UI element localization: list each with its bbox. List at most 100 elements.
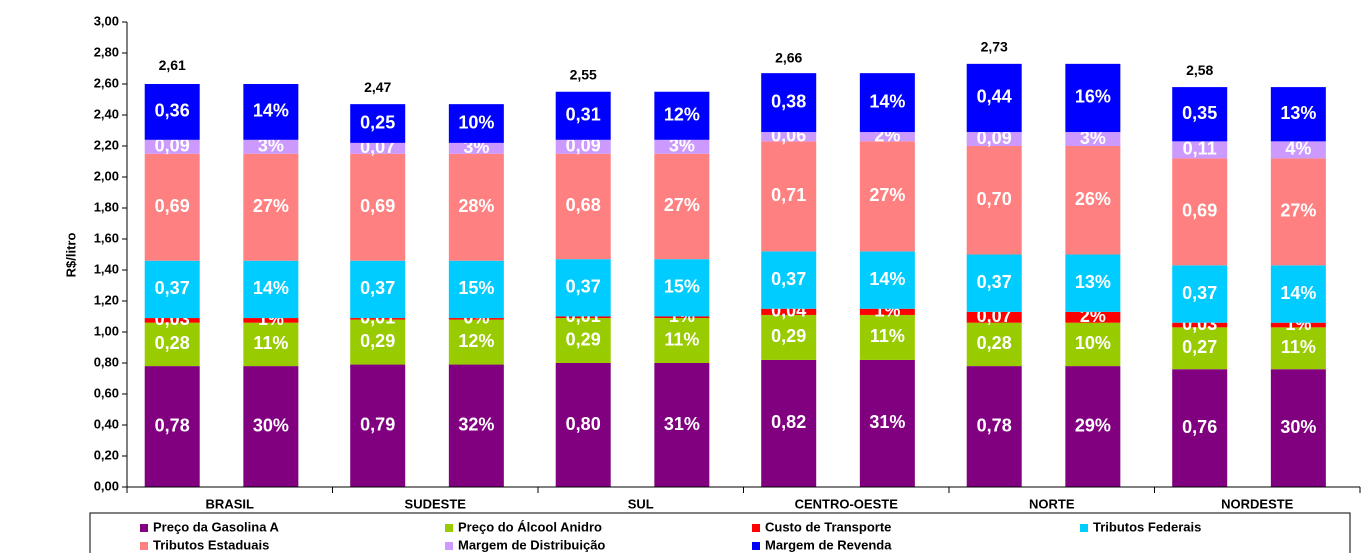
y-tick-label: 0,60: [94, 385, 119, 400]
bar-segment: [350, 153, 406, 261]
share-bar-segment: [1270, 158, 1326, 266]
x-tick-label: BRASIL: [206, 496, 254, 511]
share-label: 10%: [1075, 333, 1111, 353]
legend-label: Preço da Gasolina A: [153, 519, 280, 534]
value-label: 0,69: [155, 196, 190, 216]
share-label: 14%: [1280, 283, 1316, 303]
bar-segment: [761, 314, 817, 360]
share-bar-segment: [1065, 366, 1121, 487]
share-label: 27%: [253, 196, 289, 216]
value-label: 0,80: [566, 414, 601, 434]
y-tick-label: 1,60: [94, 230, 119, 245]
value-label: 0,37: [155, 278, 190, 298]
bar-segment: [966, 366, 1022, 487]
share-bar-segment: [1065, 322, 1121, 367]
y-tick-label: 2,40: [94, 106, 119, 121]
value-label: 0,11: [1183, 139, 1217, 159]
share-label: 3%: [258, 136, 284, 156]
value-label: 0,37: [977, 272, 1012, 292]
share-label: 31%: [869, 412, 905, 432]
share-bar-segment: [859, 141, 915, 252]
share-label: 12%: [664, 105, 700, 125]
share-bar-segment: [1270, 265, 1326, 323]
share-bar-segment: [859, 73, 915, 133]
legend-label: Tributos Estaduais: [153, 537, 269, 552]
share-label: 27%: [1280, 201, 1316, 221]
value-label: 0,79: [360, 415, 395, 435]
bar-segment: [761, 308, 817, 315]
share-bar-segment: [448, 318, 504, 320]
share-label: 30%: [1280, 417, 1316, 437]
share-label: 13%: [1075, 272, 1111, 292]
bar-segment: [555, 259, 611, 317]
legend-label: Custo de Transporte: [765, 519, 891, 534]
y-tick-label: 1,80: [94, 199, 119, 214]
total-label: 2,73: [981, 39, 1008, 55]
value-label: 0,09: [977, 128, 1012, 148]
share-bar-segment: [1270, 141, 1326, 159]
bar-segment: [555, 318, 611, 363]
share-bar-segment: [1270, 87, 1326, 142]
share-label: 16%: [1075, 87, 1111, 107]
bar-segment: [966, 254, 1022, 312]
share-bar-segment: [859, 132, 915, 142]
share-label: 14%: [869, 91, 905, 111]
share-bar-segment: [243, 322, 299, 367]
share-bar-segment: [448, 142, 504, 154]
share-label: 11%: [870, 326, 905, 346]
share-bar-segment: [243, 318, 299, 323]
legend-swatch: [752, 524, 760, 532]
y-tick-label: 2,80: [94, 44, 119, 59]
x-tick-label: NORTE: [1029, 496, 1075, 511]
value-label: 0,31: [566, 105, 601, 125]
bar-segment: [966, 146, 1022, 255]
share-label: 14%: [253, 278, 289, 298]
legend-swatch: [140, 524, 148, 532]
value-label: 0,37: [1182, 283, 1217, 303]
share-bar-segment: [448, 364, 504, 487]
value-label: 0,29: [360, 331, 395, 351]
legend-swatch: [1080, 524, 1088, 532]
bar-segment: [350, 318, 406, 320]
share-bar-segment: [1065, 311, 1121, 323]
share-bar-segment: [1065, 132, 1121, 146]
share-bar-segment: [243, 139, 299, 154]
share-label: 11%: [1281, 337, 1316, 357]
share-bar-segment: [859, 251, 915, 309]
share-bar-segment: [654, 318, 710, 363]
share-bar-segment: [654, 316, 710, 319]
value-label: 0,25: [360, 112, 395, 132]
share-label: 4%: [1285, 139, 1311, 159]
share-bar-segment: [448, 153, 504, 261]
share-label: 30%: [253, 415, 289, 435]
total-label: 2,66: [775, 49, 802, 65]
legend-swatch: [140, 542, 148, 550]
bar-segment: [350, 142, 406, 154]
share-label: 32%: [458, 415, 494, 435]
value-label: 0,36: [155, 101, 190, 121]
value-label: 0,35: [1182, 103, 1217, 123]
bar-segment: [761, 132, 817, 142]
total-label: 2,47: [364, 79, 391, 95]
y-tick-label: 2,20: [94, 137, 119, 152]
share-label: 15%: [664, 277, 700, 297]
y-tick-label: 1,00: [94, 323, 119, 338]
y-tick-label: 0,00: [94, 478, 119, 493]
legend-label: Margem de Revenda: [765, 537, 892, 552]
value-label: 0,76: [1182, 417, 1217, 437]
value-label: 0,44: [977, 87, 1012, 107]
legend-label: Margem de Distribuição: [458, 537, 605, 552]
share-bar-segment: [1270, 327, 1326, 370]
share-label: 27%: [869, 185, 905, 205]
value-label: 0,29: [771, 326, 806, 346]
value-label: 0,69: [360, 196, 395, 216]
legend-label: Preço do Álcool Anidro: [458, 519, 602, 534]
share-bar-segment: [1065, 254, 1121, 312]
share-label: 31%: [664, 414, 700, 434]
share-label: 13%: [1280, 103, 1316, 123]
bar-segment: [966, 311, 1022, 323]
legend-swatch: [445, 524, 453, 532]
bar-segment: [1172, 322, 1228, 328]
value-label: 0,71: [771, 185, 806, 205]
